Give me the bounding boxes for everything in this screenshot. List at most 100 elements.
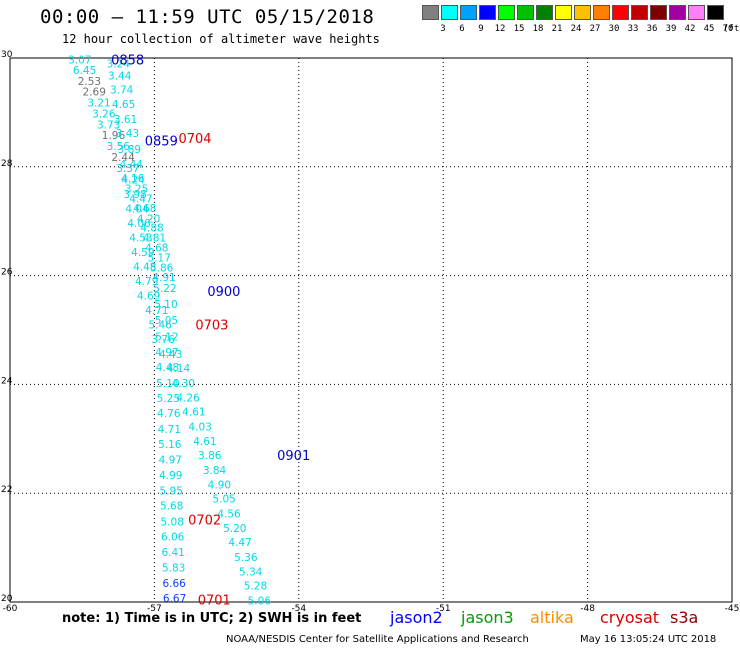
wave-height-value: 3.84 [203,465,227,477]
wave-height-value: 4.99 [159,470,182,482]
color-scale-swatch [460,5,477,20]
pass-time-label: 0859 [145,135,178,150]
wave-height-value: 3.26 [92,108,116,120]
color-scale-swatch [536,5,553,20]
color-scale-swatch [669,5,686,20]
longitude-tick-label: -51 [436,604,451,614]
pass-time-label: 0858 [111,54,144,69]
wave-height-value: 5.16 [158,439,182,451]
mission-label-altika: altika [530,608,574,627]
wave-height-value: 4.59 [131,247,154,259]
wave-height-value: 4.61 [182,407,205,419]
wave-height-value: 5.34 [239,567,263,579]
footer-note: note: 1) Time is in UTC; 2) SWH is in fe… [62,611,362,626]
pass-time-label: 0701 [198,593,231,608]
wave-height-value: 3.25 [125,184,148,196]
wave-height-value: 4.76 [157,408,181,420]
wave-height-value: 3.74 [110,85,134,97]
latitude-tick-label: 30 [1,50,13,60]
wave-height-value: 6.41 [161,547,184,559]
wave-height-value: 5.05 [155,315,178,327]
wave-height-value: 3.98 [123,189,146,201]
wave-height-value: 4.91 [152,272,175,284]
wave-height-value: 2.69 [83,87,106,99]
wave-height-value: 4.88 [140,223,163,235]
color-scale-swatch [612,5,629,20]
color-scale-swatch [593,5,610,20]
color-scale-label: 24 [570,24,582,34]
wave-height-value: 4.30 [172,378,195,390]
color-scale-label: 45 [703,24,715,34]
wave-height-value: 6.06 [161,532,185,544]
map-frame [9,57,733,603]
wave-height-value: 4.79 [135,276,158,288]
wave-height-value: 4.44 [120,159,144,171]
wave-height-value: 5.28 [244,581,267,593]
wave-height-value: 3.61 [114,114,137,126]
wave-height-value: 5.68 [160,501,183,513]
wave-height-value: 5.25 [157,393,180,405]
wave-height-value: 4.71 [145,305,168,317]
wave-height-value: 4.26 [176,392,200,404]
wave-height-value: 3.21 [87,98,110,110]
color-scale-swatch [688,5,705,20]
wave-height-value: 4.81 [143,233,166,245]
wave-height-value: 4.24 [122,174,146,186]
wave-height-value: 4.14 [167,363,191,375]
wave-height-value: 4.48 [133,261,156,273]
latitude-tick-label: 26 [1,268,13,278]
wave-height-value: 3.37 [116,163,139,175]
color-scale-unit: (ft) [723,24,740,34]
color-scale-label: 18 [532,24,544,34]
wave-height-value: 4.69 [137,291,160,303]
wave-height-value: 4.71 [158,424,181,436]
wave-height-value: 6.66 [162,578,186,590]
color-scale-swatch [517,5,534,20]
longitude-tick-label: -54 [291,604,306,614]
wave-height-value: 4.68 [145,242,168,254]
color-scale-label: 33 [627,24,639,34]
wave-height-value: 5.83 [162,563,185,575]
wave-height-value: 3.86 [198,450,222,462]
color-scale-label: 27 [589,24,601,34]
wave-height-value: 1.96 [102,130,126,142]
longitude-tick-label: -48 [580,604,595,614]
wave-height-value: 6.45 [73,65,96,77]
color-scale-label: 30 [608,24,620,34]
wave-height-value: 3.89 [118,144,141,156]
wave-height-value: 3.44 [108,70,132,82]
latitude-tick-label: 20 [1,594,13,604]
wave-height-value: 4.48 [156,362,179,374]
color-scale-label: 21 [551,24,563,34]
color-scale-swatch [574,5,591,20]
wave-height-value: 5.20 [223,523,246,535]
wave-height-value: 6.67 [163,593,186,605]
color-scale-swatch [631,5,648,20]
latitude-tick-label: 22 [1,485,12,495]
wave-height-value: 5.12 [155,332,178,344]
wave-height-value: 4.68 [133,203,156,215]
mission-label-s3a: s3a [670,608,699,627]
wave-height-value: 4.16 [121,173,145,185]
wave-height-value: 5.17 [148,253,171,265]
wave-height-value: 5.46 [148,320,172,332]
wave-height-value: 5.22 [153,283,176,295]
wave-height-value: 4.43 [159,349,182,361]
wave-height-value: 5.05 [212,494,235,506]
mission-label-cryosat: cryosat [600,608,660,627]
wave-height-value: 4.61 [193,436,216,448]
wave-height-value: 5.86 [150,262,174,274]
color-scale-swatch [422,5,439,20]
wave-height-value: 5.36 [234,552,258,564]
pass-time-label: 0901 [277,449,310,464]
wave-height-value: 2.44 [111,152,135,164]
wave-height-value: 3.24 [107,58,131,70]
pass-time-label: 0703 [195,319,228,334]
color-scale-label: 12 [494,24,506,34]
color-scale-swatch [498,5,515,20]
wave-height-value: 4.65 [112,99,135,111]
wave-height-value: 4.06 [127,218,151,230]
wave-height-value: 3.76 [151,334,175,346]
credit-line: NOAA/NESDIS Center for Satellite Applica… [226,634,529,645]
wave-height-value: 3.73 [97,119,120,131]
